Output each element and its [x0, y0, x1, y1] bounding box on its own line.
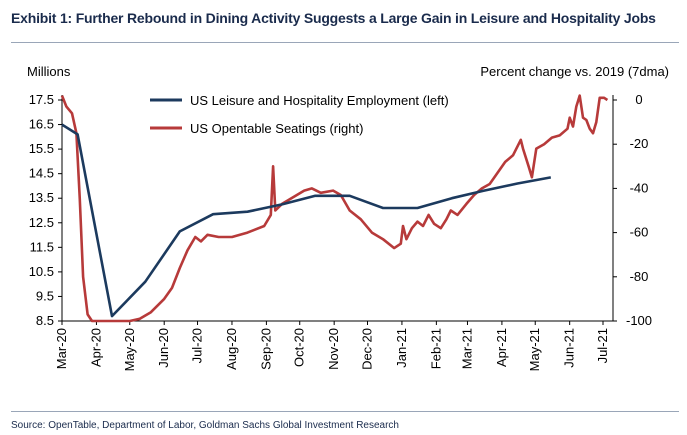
x-tick-label: Mar-20 — [54, 328, 69, 369]
legend-label-employment: US Leisure and Hospitality Employment (l… — [190, 93, 449, 108]
source-note: Source: OpenTable, Department of Labor, … — [11, 420, 399, 431]
left-tick-label: 8.5 — [36, 313, 54, 328]
left-tick-label: 14.5 — [29, 166, 54, 181]
x-tick-label: Apr-21 — [494, 328, 509, 367]
x-tick-label: Jun-20 — [156, 328, 171, 368]
series-line-employment — [61, 123, 552, 318]
legend: US Leisure and Hospitality Employment (l… — [150, 93, 449, 136]
legend-label-opentable: US Opentable Seatings (right) — [190, 121, 363, 136]
left-tick-label: 9.5 — [36, 288, 54, 303]
series-line-opentable — [60, 94, 609, 323]
left-tick-label: 10.5 — [29, 264, 54, 279]
right-tick-label: -80 — [630, 269, 649, 284]
right-axis-unit: Percent change vs. 2019 (7dma) — [480, 64, 669, 79]
x-tick-label: Jul-21 — [595, 328, 610, 363]
left-tick-label: 12.5 — [29, 215, 54, 230]
left-tick-label: 15.5 — [29, 141, 54, 156]
right-tick-label: 0 — [635, 92, 642, 107]
left-tick-label: 17.5 — [29, 92, 54, 107]
x-tick-label: Feb-21 — [428, 328, 443, 369]
x-tick-label: May-20 — [122, 328, 137, 371]
left-tick-label: 16.5 — [29, 117, 54, 132]
title-divider — [11, 42, 679, 43]
x-tick-label: Dec-20 — [359, 328, 374, 370]
right-tick-label: -60 — [630, 225, 649, 240]
x-tick-label: Nov-20 — [326, 328, 341, 370]
right-tick-label: -40 — [630, 180, 649, 195]
x-tick-label: Apr-20 — [88, 328, 103, 367]
right-tick-label: -100 — [626, 313, 652, 328]
x-tick-label: Sep-20 — [258, 328, 273, 370]
chart-title: Exhibit 1: Further Rebound in Dining Act… — [11, 10, 656, 26]
left-tick-label: 13.5 — [29, 190, 54, 205]
x-tick-label: Oct-20 — [292, 328, 307, 367]
x-tick-label: Aug-20 — [224, 328, 239, 370]
left-tick-label: 11.5 — [30, 239, 54, 254]
x-tick-label: Jul-20 — [190, 328, 205, 363]
left-axis-unit: Millions — [27, 64, 71, 79]
x-tick-label: May-21 — [527, 328, 542, 371]
footer-divider — [11, 411, 679, 412]
x-tick-label: Mar-21 — [459, 328, 474, 369]
x-tick-label: Jan-21 — [394, 328, 409, 368]
x-tick-label: Jun-21 — [562, 328, 577, 368]
right-tick-label: -20 — [630, 136, 649, 151]
